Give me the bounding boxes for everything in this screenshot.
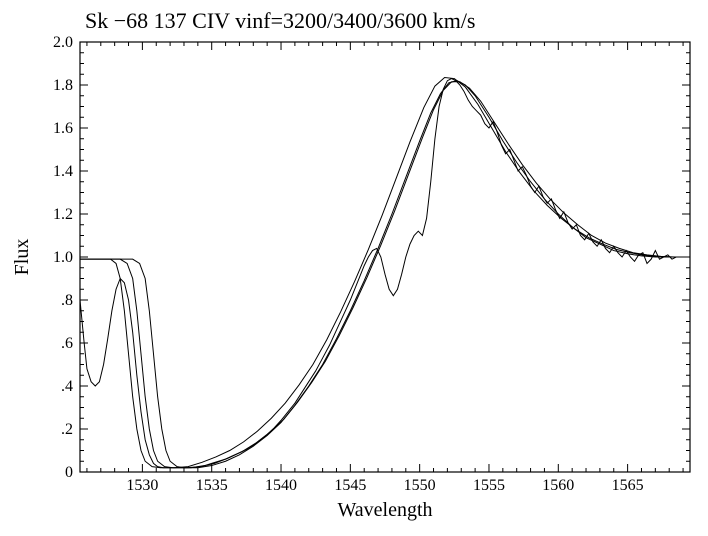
x-tick-label: 1555	[473, 477, 505, 494]
x-tick-label: 1535	[196, 477, 228, 494]
series-model-3400	[80, 82, 689, 468]
y-tick-label: 1.8	[53, 77, 73, 94]
y-axis-label: Flux	[11, 239, 33, 276]
chart-title: Sk −68 137 CIV vinf=3200/3400/3600 km/s	[85, 8, 476, 33]
x-tick-label: 1565	[612, 477, 644, 494]
y-tick-label: 1.2	[53, 206, 73, 223]
x-tick-label: 1550	[404, 477, 436, 494]
plot-area: 1530 1535 1540 1545 1550 1555 1560 1565 0 .2 .4 .6.…	[53, 34, 690, 494]
x-tick-label: 1560	[542, 477, 574, 494]
x-axis-label: Wavelength	[337, 499, 432, 521]
x-tick-label: 1540	[265, 477, 297, 494]
y-tick-label: 2.0	[53, 34, 73, 51]
x-tick-label: 1545	[334, 477, 366, 494]
y-tick-label: .6	[61, 335, 73, 352]
x-tick-label: 1530	[126, 477, 158, 494]
y-tick-label: .8	[61, 292, 73, 309]
y-tick-label: 1.4	[53, 163, 73, 180]
spectrum-chart: Sk −68 137 CIV vinf=3200/3400/3600 km/s …	[0, 0, 708, 536]
y-tick-label: 1.0	[53, 249, 73, 266]
series-model-3200	[80, 81, 689, 468]
y-tick-label: 0	[65, 464, 73, 481]
series-observed	[80, 79, 689, 468]
y-tick-label: .4	[61, 378, 73, 395]
y-tick-label: .2	[61, 421, 73, 438]
plot-frame	[80, 42, 690, 472]
y-tick-label: 1.6	[53, 120, 73, 137]
